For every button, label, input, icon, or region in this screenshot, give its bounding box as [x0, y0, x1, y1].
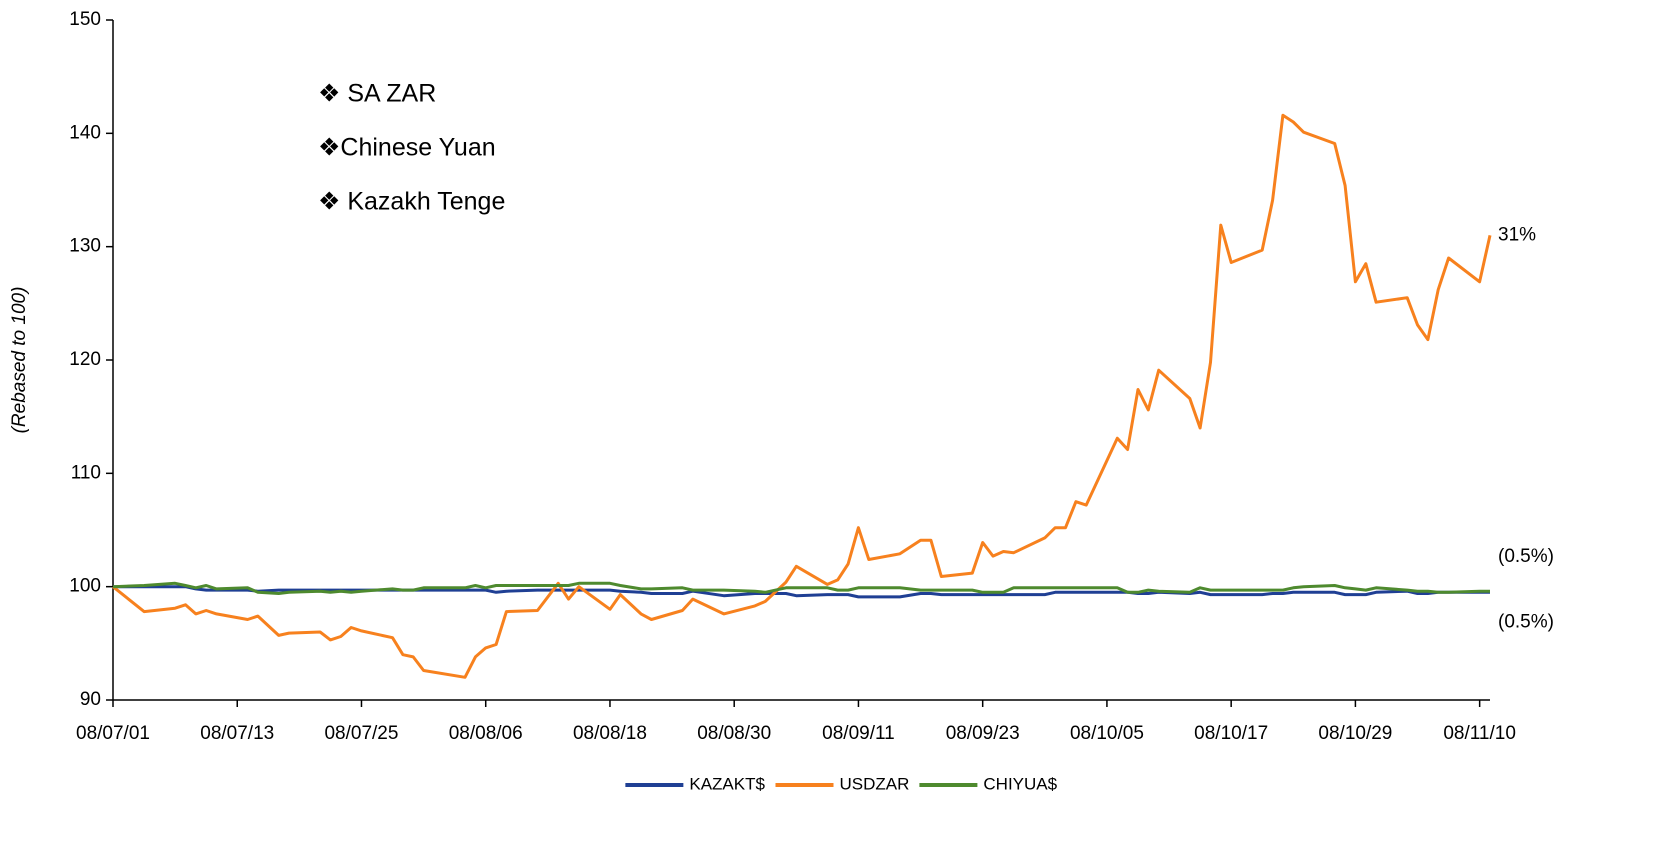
x-tick-label: 08/08/30: [697, 723, 771, 744]
x-tick-label: 08/08/18: [573, 723, 647, 744]
series-line: [112, 581, 1490, 595]
x-tick-label: 08/07/01: [76, 723, 150, 744]
y-tick-label: 120: [69, 349, 101, 370]
y-tick-label: 100: [69, 576, 101, 597]
x-tick-label: 08/09/23: [946, 723, 1020, 744]
x-tick-label: 08/07/13: [200, 723, 274, 744]
series-line: [112, 113, 1492, 679]
series-line: [113, 585, 1490, 599]
x-tick-label: 08/09/11: [822, 723, 895, 744]
annotation: ❖Chinese Yuan: [318, 134, 496, 162]
y-tick-label: 90: [80, 689, 101, 710]
end-label: (0.5%): [1498, 611, 1554, 632]
y-tick-label: 110: [71, 462, 101, 483]
annotation: ❖ Kazakh Tenge: [318, 188, 505, 216]
x-tick-label: 08/10/29: [1318, 723, 1392, 744]
end-label: (0.5%): [1498, 546, 1554, 567]
y-tick-label: 150: [69, 9, 101, 30]
y-tick-label: 130: [69, 236, 101, 257]
legend-label: CHIYUA$: [983, 774, 1057, 793]
legend-label: KAZAKT$: [689, 774, 765, 793]
x-tick-label: 08/11/10: [1443, 723, 1516, 744]
legend-label: USDZAR: [839, 774, 909, 793]
x-tick-label: 08/10/05: [1070, 723, 1144, 744]
end-label: 31%: [1498, 224, 1536, 245]
x-tick-label: 08/10/17: [1194, 723, 1268, 744]
x-tick-label: 08/07/25: [324, 723, 398, 744]
x-tick-label: 08/08/06: [449, 723, 523, 744]
y-tick-label: 140: [69, 122, 101, 143]
y-axis-label: (Rebased to 100): [9, 287, 30, 434]
annotation: ❖ SA ZAR: [318, 80, 436, 108]
